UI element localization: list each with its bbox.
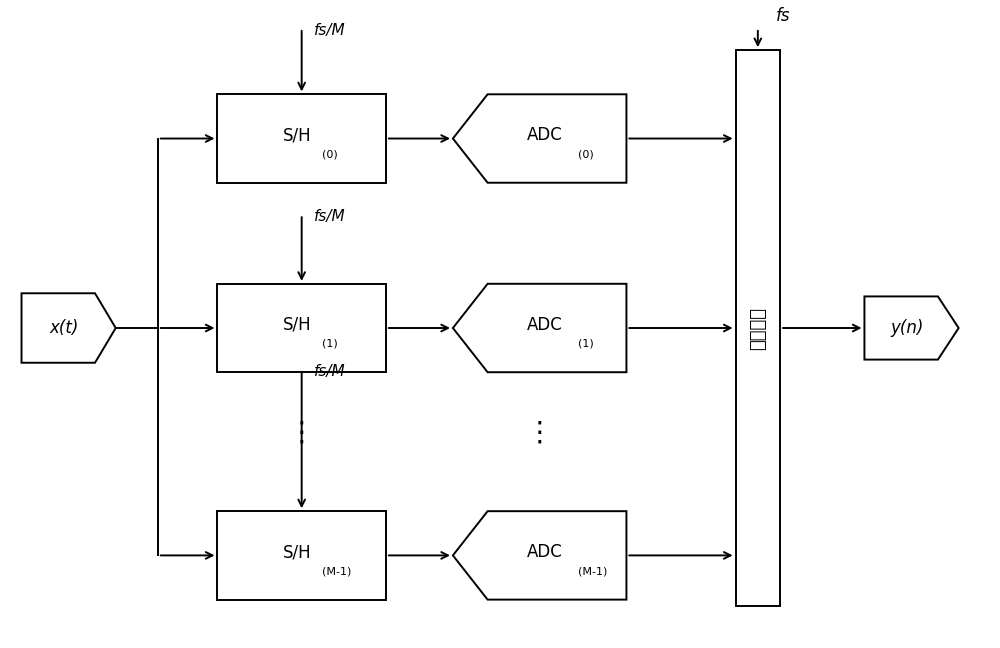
- Bar: [217, 511, 386, 599]
- Bar: [217, 95, 386, 183]
- Text: ADC: ADC: [527, 126, 562, 145]
- Text: fs: fs: [776, 7, 790, 25]
- Text: x(t): x(t): [49, 319, 79, 337]
- Text: 数据输出: 数据输出: [749, 307, 767, 349]
- Text: fs/M: fs/M: [314, 364, 345, 379]
- Polygon shape: [453, 95, 626, 183]
- Text: (1): (1): [578, 339, 594, 349]
- Text: ⋮: ⋮: [526, 418, 554, 446]
- Text: ADC: ADC: [527, 316, 562, 334]
- Polygon shape: [864, 296, 959, 360]
- Text: (1): (1): [322, 339, 338, 349]
- Text: (0): (0): [578, 149, 594, 159]
- Polygon shape: [453, 511, 626, 599]
- Text: S/H: S/H: [282, 543, 311, 561]
- Text: ⋮: ⋮: [288, 418, 316, 446]
- Text: (M-1): (M-1): [578, 566, 607, 576]
- Text: S/H: S/H: [282, 316, 311, 334]
- Bar: [217, 284, 386, 372]
- Polygon shape: [453, 284, 626, 372]
- Bar: [736, 50, 780, 606]
- Polygon shape: [22, 294, 116, 363]
- Text: (M-1): (M-1): [322, 566, 351, 576]
- Text: fs/M: fs/M: [314, 23, 345, 38]
- Text: S/H: S/H: [282, 126, 311, 145]
- Text: ADC: ADC: [527, 543, 562, 561]
- Text: y(n): y(n): [890, 319, 924, 337]
- Text: (0): (0): [322, 149, 338, 159]
- Text: fs/M: fs/M: [314, 209, 345, 224]
